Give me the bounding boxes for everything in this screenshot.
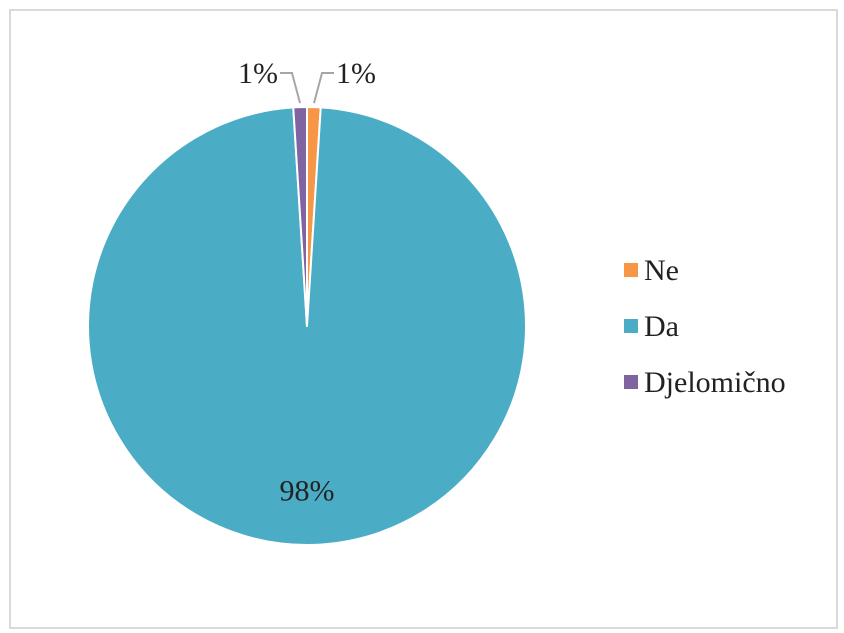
- data-label-da: 98%: [280, 474, 335, 507]
- legend: Ne Da Djelomično: [624, 254, 786, 399]
- data-labels: 1% 98% 1%: [238, 57, 376, 507]
- leader-line-ne: [313, 72, 334, 104]
- slices-layer: [87, 105, 527, 546]
- legend-label-da: Da: [644, 310, 679, 343]
- legend-swatch-da: [624, 319, 638, 333]
- legend-label-djelomicno: Djelomično: [644, 366, 786, 399]
- data-label-ne: 1%: [336, 57, 376, 90]
- leader-line-djelomicno: [280, 72, 301, 104]
- legend-swatch-ne: [624, 263, 638, 277]
- leader-lines: [280, 72, 334, 104]
- legend-label-ne: Ne: [644, 254, 679, 287]
- data-label-djelomicno: 1%: [238, 57, 278, 90]
- pie-slice-djelomicno: [292, 105, 308, 327]
- legend-swatch-djelomicno: [624, 375, 638, 389]
